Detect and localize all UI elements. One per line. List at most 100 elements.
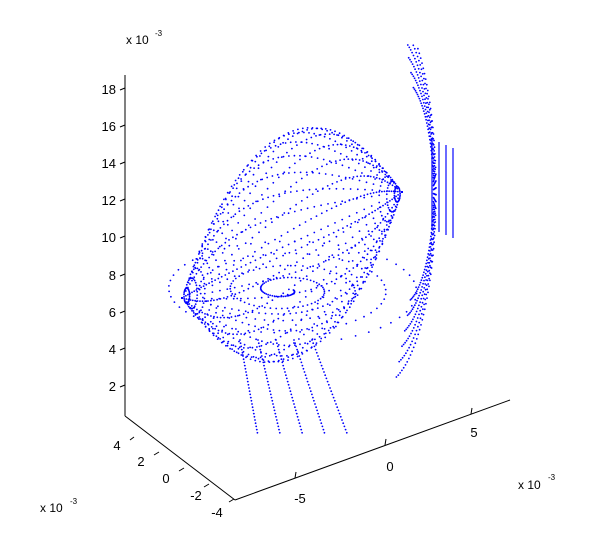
data-point	[230, 344, 233, 346]
data-point	[384, 171, 387, 173]
data-point	[372, 238, 375, 241]
data-point	[445, 207, 447, 209]
data-point	[273, 353, 276, 356]
data-point	[203, 248, 206, 250]
data-point	[424, 265, 427, 268]
data-point	[282, 134, 285, 137]
data-point	[242, 257, 245, 260]
data-point	[242, 188, 245, 190]
data-point	[275, 257, 278, 260]
data-point	[431, 207, 433, 209]
data-point	[356, 263, 359, 266]
data-point	[265, 266, 268, 269]
data-point	[408, 335, 411, 337]
data-point	[386, 201, 388, 204]
x-multiplier-exponent: -3	[548, 473, 556, 482]
data-point	[452, 174, 454, 176]
data-point	[217, 305, 219, 308]
data-point	[429, 264, 431, 267]
y-tick: 4	[113, 436, 135, 453]
data-point	[414, 57, 416, 60]
data-point	[300, 200, 303, 202]
data-point	[431, 219, 433, 221]
data-point	[201, 243, 204, 245]
data-point	[438, 180, 440, 182]
data-point	[323, 146, 326, 148]
data-point	[295, 203, 297, 206]
data-point	[367, 331, 370, 333]
data-point	[347, 303, 349, 305]
data-point	[346, 140, 348, 142]
data-point	[372, 192, 375, 194]
data-point	[415, 292, 418, 295]
data-point	[203, 287, 206, 290]
data-point	[249, 358, 252, 361]
data-point	[284, 295, 287, 298]
data-point	[423, 287, 426, 289]
data-point	[432, 200, 435, 203]
data-point	[259, 150, 262, 152]
data-point	[238, 346, 241, 349]
data-point	[193, 290, 196, 293]
data-point	[282, 254, 284, 257]
data-point	[254, 218, 256, 220]
data-point	[429, 142, 432, 145]
z-tick-label: 4	[109, 342, 116, 357]
data-point	[355, 158, 357, 161]
data-point	[445, 201, 447, 203]
data-point	[242, 347, 245, 349]
data-point	[384, 176, 386, 179]
data-point	[347, 300, 350, 302]
data-point	[396, 187, 399, 190]
data-point	[429, 279, 431, 282]
data-point	[223, 325, 225, 328]
data-point	[392, 210, 395, 213]
data-point	[324, 259, 327, 262]
data-point	[415, 302, 417, 304]
data-point	[265, 343, 267, 346]
data-point	[293, 305, 296, 308]
data-point	[452, 236, 454, 238]
data-point	[219, 227, 222, 229]
data-point	[286, 295, 288, 297]
data-point	[326, 185, 329, 187]
data-point	[213, 315, 215, 318]
data-point	[385, 193, 388, 196]
data-point	[325, 377, 328, 380]
data-point	[390, 214, 393, 217]
data-point	[208, 231, 211, 234]
data-point	[231, 293, 234, 295]
data-point	[452, 200, 454, 202]
data-point	[218, 245, 221, 248]
data-point	[283, 348, 285, 351]
data-point	[191, 309, 193, 312]
data-point	[335, 325, 337, 328]
data-point	[316, 267, 319, 269]
data-point	[348, 166, 350, 169]
data-point	[183, 296, 185, 298]
data-point	[226, 223, 229, 226]
data-point	[378, 237, 381, 240]
data-point	[226, 278, 229, 281]
data-point	[433, 241, 435, 244]
data-point	[273, 295, 276, 298]
data-point	[379, 326, 382, 329]
data-point	[193, 264, 196, 267]
data-point	[299, 279, 302, 282]
data-point	[241, 321, 244, 324]
data-point	[317, 412, 319, 415]
data-point	[401, 345, 403, 348]
data-point	[362, 280, 365, 283]
data-point	[296, 415, 299, 418]
data-point	[240, 354, 243, 356]
data-point	[219, 298, 222, 300]
data-point	[317, 355, 319, 357]
data-point	[438, 212, 440, 214]
data-point	[225, 262, 227, 265]
data-point	[296, 355, 299, 358]
data-point	[293, 154, 296, 157]
data-point	[378, 163, 380, 166]
data-point	[426, 270, 429, 273]
data-point	[342, 422, 345, 425]
data-point	[247, 180, 250, 183]
